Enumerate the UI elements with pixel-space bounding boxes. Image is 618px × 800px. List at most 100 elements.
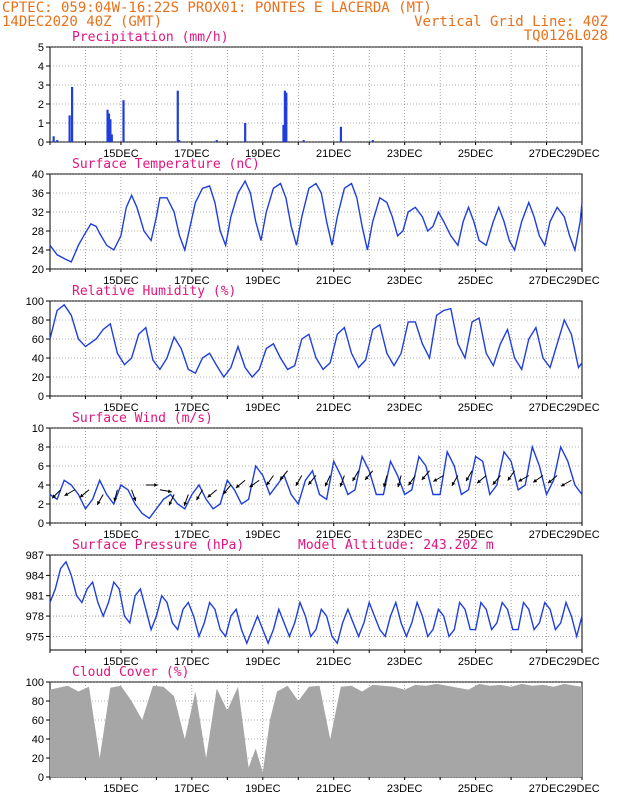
- xtick-label: 19DEC: [245, 402, 281, 414]
- panel-5: 0 20 40 60 80 100 15DEC 17DEC 19DEC 21DEC 23DEC 25D…: [26, 665, 600, 795]
- precip-bar: [302, 140, 305, 142]
- panel-0: 0 1 2 3 4 5 15DEC 17DEC 19DEC 21DEC 23DEC 25DEC 27DE…: [38, 30, 600, 160]
- precip-bar: [52, 136, 55, 142]
- wind-arrow-head: [477, 479, 481, 484]
- xtick-label: 29DEC: [564, 402, 600, 414]
- xtick-label: 29DEC: [564, 783, 600, 795]
- plot-frame: [49, 300, 583, 397]
- ytick-label: 80: [32, 696, 44, 708]
- precip-bar: [109, 119, 112, 142]
- xtick-label: 21DEC: [316, 275, 352, 287]
- wind-arrow-head: [533, 478, 538, 483]
- wind-arrow-head: [451, 481, 456, 486]
- wind-arrow-head: [547, 479, 552, 484]
- wind-arrow-head: [97, 500, 101, 505]
- panel-title: Surface Wind (m/s): [72, 411, 213, 426]
- wind-arrow-head: [132, 497, 137, 502]
- ytick-label: 987: [26, 550, 44, 562]
- wind-arrow-head: [382, 483, 387, 488]
- wind-arrow-head: [168, 501, 173, 506]
- plot-frame: [49, 46, 583, 143]
- precip-bar: [282, 124, 285, 142]
- xtick-label: 29DEC: [564, 529, 600, 541]
- ytick-label: 8: [38, 442, 44, 454]
- ytick-label: 0: [38, 518, 44, 530]
- precip-bar: [68, 115, 71, 142]
- precip-bar: [339, 126, 343, 142]
- precip-bar: [244, 123, 247, 142]
- wind-arrow-head: [397, 483, 401, 488]
- series-line: [49, 444, 583, 520]
- precip-bar: [70, 86, 74, 142]
- wind-arrow-head: [235, 484, 240, 488]
- ytick-label: 0: [38, 772, 44, 784]
- ytick-label: 0: [38, 137, 44, 149]
- ytick-label: 36: [32, 188, 44, 200]
- ytick-label: 60: [32, 715, 44, 727]
- wind-arrow-head: [52, 494, 56, 499]
- ytick-label: 20: [32, 372, 44, 384]
- xtick-label: 27DEC: [529, 275, 565, 287]
- ytick-label: 3: [38, 80, 44, 92]
- ytick-label: 4: [38, 480, 44, 492]
- wind-arrow-head: [79, 493, 84, 498]
- ytick-label: 20: [32, 753, 44, 765]
- wind-arrow-head: [308, 480, 313, 485]
- xtick-label: 25DEC: [458, 656, 494, 668]
- precip-bar: [176, 90, 179, 142]
- xtick-label: 21DEC: [316, 402, 352, 414]
- panel-title: Surface Temperature (nC): [72, 157, 260, 172]
- plot-frame: [49, 173, 583, 270]
- wind-arrow-head: [64, 492, 69, 496]
- xtick-label: 21DEC: [316, 656, 352, 668]
- series-line: [49, 303, 583, 379]
- xtick-label: 15DEC: [103, 275, 139, 287]
- xtick-label: 17DEC: [174, 402, 210, 414]
- xtick-label: 27DEC: [529, 148, 565, 160]
- xtick-label: 23DEC: [387, 529, 423, 541]
- xtick-label: 23DEC: [387, 783, 423, 795]
- ytick-label: 60: [32, 334, 44, 346]
- ytick-label: 4: [38, 61, 44, 73]
- xtick-label: 19DEC: [245, 148, 281, 160]
- wind-arrow-head: [324, 482, 329, 487]
- wind-arrow-head: [223, 490, 227, 495]
- series-line: [49, 560, 583, 646]
- xtick-label: 17DEC: [174, 529, 210, 541]
- wind-arrow-head: [466, 477, 470, 482]
- precip-bar: [56, 140, 59, 142]
- ytick-label: 2: [38, 499, 44, 511]
- panel-1: 20 24 28 32 36 40 15DEC 17DEC 19DEC 21DEC 23DEC 25D…: [32, 157, 600, 287]
- wind-arrow-head: [167, 489, 172, 494]
- xtick-label: 29DEC: [564, 656, 600, 668]
- xtick-label: 17DEC: [174, 783, 210, 795]
- ytick-label: 1: [38, 118, 44, 130]
- ytick-label: 28: [32, 226, 44, 238]
- xtick-label: 19DEC: [245, 529, 281, 541]
- ytick-label: 5: [38, 42, 44, 54]
- wind-arrow-head: [365, 476, 369, 480]
- xtick-label: 17DEC: [174, 148, 210, 160]
- precip-bar: [110, 134, 113, 142]
- ytick-label: 6: [38, 461, 44, 473]
- precip-bar: [106, 109, 109, 142]
- precip-bar: [215, 140, 218, 142]
- wind-arrow-head: [433, 478, 438, 482]
- precip-bar: [107, 113, 111, 142]
- ytick-label: 978: [26, 611, 44, 623]
- wind-arrow-head: [249, 483, 254, 488]
- ytick-label: 100: [26, 677, 44, 689]
- wind-arrow-head: [295, 481, 300, 486]
- ytick-label: 2: [38, 99, 44, 111]
- ytick-label: 40: [32, 353, 44, 365]
- series-line: [49, 179, 583, 263]
- header-line1: CPTEC: 059:04W-16:22S PROX01: PONTES E L…: [2, 0, 432, 16]
- panel-4: 975 978 981 984 987 15DEC 17DEC 19DEC 21DEC 23DEC…: [26, 538, 600, 668]
- xtick-label: 25DEC: [458, 402, 494, 414]
- wind-arrow-head: [352, 477, 356, 482]
- panel-title: Relative Humidity (%): [72, 284, 236, 299]
- ytick-label: 100: [26, 296, 44, 308]
- ytick-label: 975: [26, 631, 44, 643]
- header: CPTEC: 059:04W-16:22S PROX01: PONTES E L…: [2, 0, 608, 44]
- xtick-label: 27DEC: [529, 529, 565, 541]
